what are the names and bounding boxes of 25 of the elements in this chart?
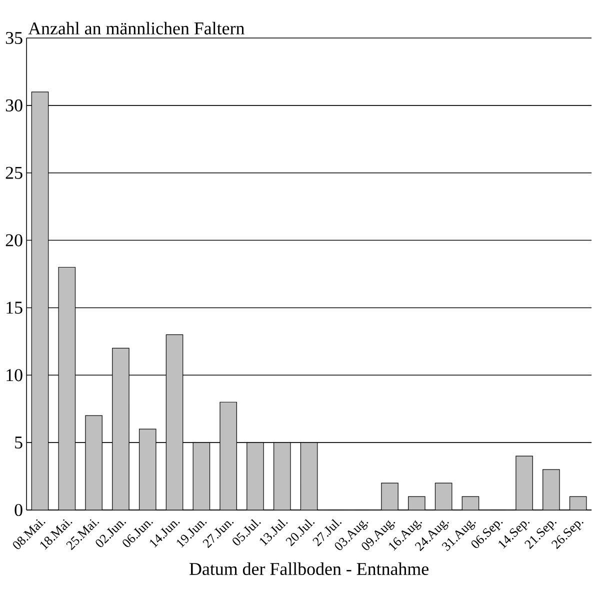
- bar: [58, 267, 76, 510]
- bar: [516, 456, 533, 510]
- y-tick-label: 25: [6, 166, 22, 179]
- bar: [220, 402, 237, 510]
- bar: [85, 416, 102, 510]
- y-tick-label: 15: [6, 302, 22, 314]
- bar: [542, 470, 560, 510]
- bar: [246, 442, 264, 510]
- bar: [32, 92, 48, 510]
- bar: [381, 483, 398, 510]
- y-tick-label: 20: [6, 234, 22, 246]
- bar: [300, 442, 318, 510]
- bar: [193, 442, 210, 510]
- y-tick-label: 0: [14, 504, 22, 516]
- y-tick-label: 30: [6, 99, 22, 112]
- bar: [139, 429, 156, 510]
- x-axis-title: Datum der Fallboden - Entnahme: [190, 562, 428, 576]
- bar: [112, 348, 130, 510]
- bar: [166, 334, 183, 510]
- bar: [274, 442, 290, 510]
- y-axis-title: Anzahl an männlichen Faltern: [28, 22, 244, 34]
- y-tick-label: 5: [15, 436, 22, 449]
- y-tick-label: 35: [6, 32, 22, 44]
- y-tick-label: 10: [6, 369, 22, 382]
- bar: [435, 483, 452, 510]
